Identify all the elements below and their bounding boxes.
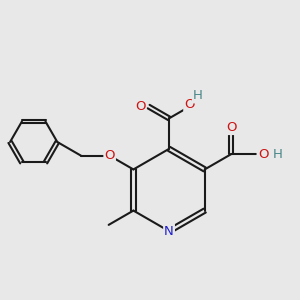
Text: O: O — [184, 98, 195, 111]
Text: O: O — [135, 100, 146, 113]
Text: N: N — [164, 225, 174, 238]
Text: H: H — [193, 89, 203, 102]
Text: O: O — [104, 149, 115, 162]
Text: H: H — [273, 148, 283, 161]
Text: O: O — [258, 148, 268, 161]
Text: O: O — [226, 121, 236, 134]
